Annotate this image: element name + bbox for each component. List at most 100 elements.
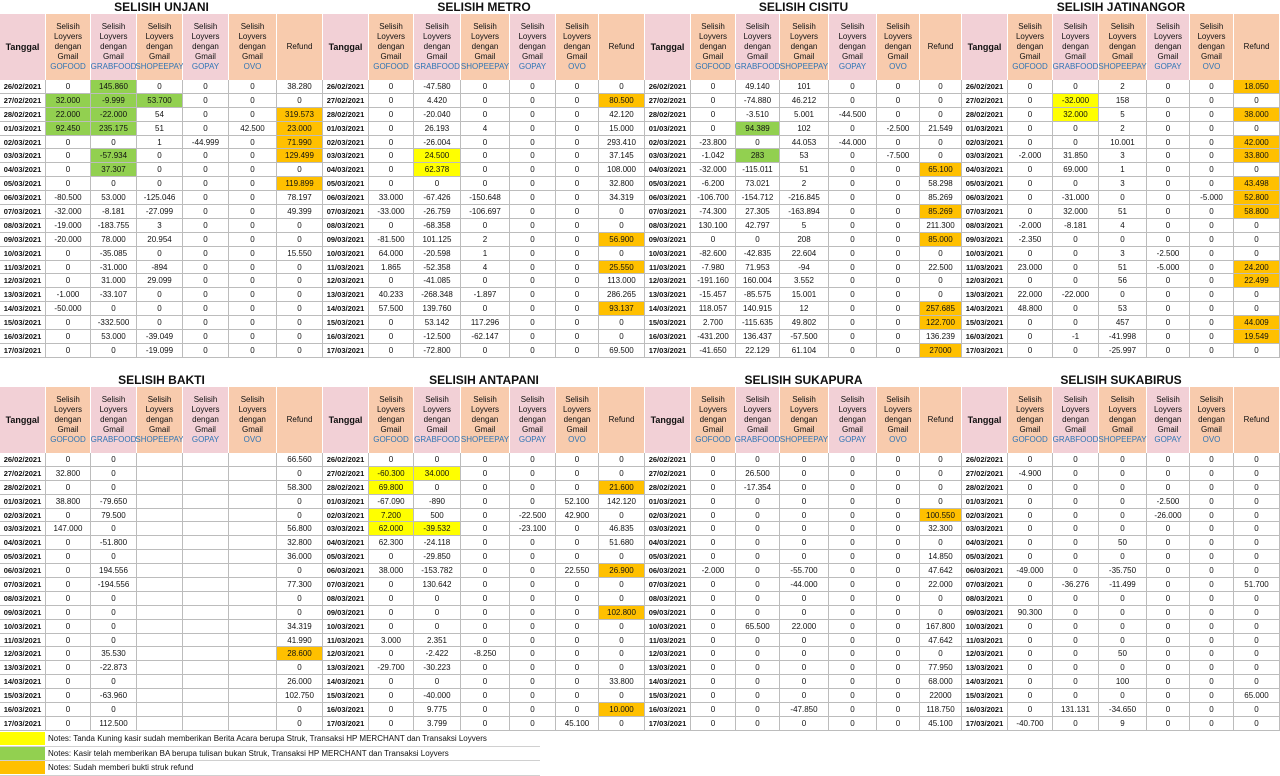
date-cell[interactable]: 15/03/2021 [0,689,46,704]
value-cell[interactable]: 0 [556,288,599,303]
value-cell[interactable]: -154.712 [736,191,780,206]
value-cell[interactable] [183,716,229,731]
value-cell[interactable]: 0 [1008,550,1053,565]
value-cell[interactable]: 0 [1147,550,1190,565]
refund-cell[interactable]: 18.050 [1234,80,1280,94]
value-cell[interactable]: 0 [510,675,556,690]
value-cell[interactable]: 0 [556,522,599,537]
value-cell[interactable]: 0 [877,647,920,662]
value-cell[interactable]: -6.200 [691,177,736,192]
value-cell[interactable]: 0 [877,191,920,206]
refund-cell[interactable]: 0 [1234,591,1280,606]
refund-cell[interactable]: 33.800 [599,675,645,690]
value-cell[interactable]: 0 [691,80,736,94]
value-cell[interactable]: 0 [1053,121,1099,136]
value-cell[interactable]: 0 [736,522,780,537]
date-cell[interactable]: 06/03/2021 [962,191,1008,206]
value-cell[interactable] [183,536,229,551]
value-cell[interactable]: 0 [229,288,277,303]
value-cell[interactable]: -36.276 [1053,578,1099,592]
value-cell[interactable]: 0 [229,274,277,289]
value-cell[interactable]: 0 [736,536,780,551]
date-cell[interactable]: 03/03/2021 [0,149,46,164]
value-cell[interactable]: 0 [1190,605,1234,620]
value-cell[interactable]: 0 [1147,578,1190,592]
value-cell[interactable] [137,550,183,565]
value-cell[interactable]: 54 [137,107,183,122]
value-cell[interactable]: -72.800 [414,343,461,358]
refund-cell[interactable]: 58.298 [920,177,962,192]
value-cell[interactable]: 0 [183,316,229,331]
value-cell[interactable] [229,605,277,620]
value-cell[interactable]: 53.000 [91,330,137,344]
refund-cell[interactable]: 102.750 [277,689,323,704]
value-cell[interactable]: 500 [414,508,461,523]
refund-cell[interactable]: 0 [599,647,645,662]
refund-cell[interactable]: 58.300 [277,480,323,495]
value-cell[interactable]: 51 [1099,260,1147,275]
value-cell[interactable]: 0 [1190,550,1234,565]
value-cell[interactable]: -106.697 [461,205,510,219]
value-cell[interactable]: 0 [691,466,736,481]
refund-cell[interactable]: 0 [277,494,323,509]
refund-cell[interactable]: 19.549 [1234,330,1280,344]
value-cell[interactable]: -50.000 [46,302,91,317]
value-cell[interactable]: -47.580 [414,80,461,94]
date-cell[interactable]: 13/03/2021 [0,288,46,303]
value-cell[interactable]: 0 [46,163,91,178]
value-cell[interactable]: 69.800 [369,480,414,495]
refund-cell[interactable]: 26.900 [599,564,645,579]
refund-cell[interactable]: 113.000 [599,274,645,289]
value-cell[interactable]: 0 [510,330,556,344]
refund-cell[interactable]: 65.000 [1234,689,1280,704]
refund-cell[interactable]: 0 [1234,246,1280,261]
value-cell[interactable]: 0 [1053,633,1099,648]
value-cell[interactable]: 0 [1147,605,1190,620]
value-cell[interactable]: -82.600 [691,246,736,261]
value-cell[interactable]: 0 [877,564,920,579]
value-cell[interactable]: 0 [1053,661,1099,676]
value-cell[interactable]: 0 [183,330,229,344]
value-cell[interactable]: 0 [1099,689,1147,704]
value-cell[interactable]: 0 [414,453,461,467]
value-cell[interactable]: 0 [46,536,91,551]
value-cell[interactable]: 0 [137,149,183,164]
value-cell[interactable]: 0 [1053,260,1099,275]
value-cell[interactable]: 0 [1190,232,1234,247]
value-cell[interactable]: 0 [91,591,137,606]
date-cell[interactable]: 06/03/2021 [645,191,691,206]
value-cell[interactable]: 0 [46,260,91,275]
value-cell[interactable]: 0 [829,177,877,192]
date-cell[interactable]: 08/03/2021 [962,218,1008,233]
value-cell[interactable] [137,536,183,551]
value-cell[interactable]: 0 [1190,316,1234,331]
value-cell[interactable]: -80.500 [46,191,91,206]
value-cell[interactable]: 0 [229,205,277,219]
value-cell[interactable]: 0 [510,619,556,634]
value-cell[interactable]: 0 [183,288,229,303]
value-cell[interactable]: 0 [1008,80,1053,94]
value-cell[interactable]: -2.500 [1147,494,1190,509]
date-cell[interactable]: 11/03/2021 [962,633,1008,648]
date-cell[interactable]: 07/03/2021 [0,205,46,219]
value-cell[interactable]: 5 [1099,107,1147,122]
date-cell[interactable]: 26/02/2021 [323,453,369,467]
value-cell[interactable]: -85.575 [736,288,780,303]
value-cell[interactable]: 4 [461,260,510,275]
refund-cell[interactable]: 52.800 [1234,191,1280,206]
value-cell[interactable]: 0 [1008,675,1053,690]
value-cell[interactable]: -2.500 [1147,246,1190,261]
value-cell[interactable]: 0 [91,619,137,634]
value-cell[interactable]: 0 [556,149,599,164]
value-cell[interactable]: 0 [1099,619,1147,634]
value-cell[interactable] [229,661,277,676]
value-cell[interactable]: 0 [461,605,510,620]
value-cell[interactable]: 130.642 [414,578,461,592]
date-cell[interactable]: 11/03/2021 [323,260,369,275]
value-cell[interactable]: 23.000 [1008,260,1053,275]
date-cell[interactable]: 12/03/2021 [0,647,46,662]
value-cell[interactable]: 0 [1008,578,1053,592]
value-cell[interactable] [183,508,229,523]
value-cell[interactable]: 0 [1147,316,1190,331]
value-cell[interactable]: 0 [1147,232,1190,247]
